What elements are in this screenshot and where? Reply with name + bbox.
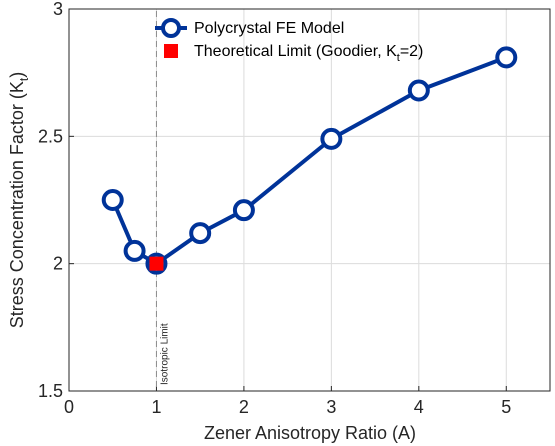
y-axis-title-subscript: t bbox=[17, 77, 31, 81]
x-tick-labels: 0 1 2 3 4 5 bbox=[64, 397, 511, 417]
annotations: Isotropic Limit bbox=[155, 11, 170, 391]
y-tick-label: 2 bbox=[53, 254, 63, 274]
x-tick-label: 0 bbox=[64, 397, 74, 417]
y-axis-title: Stress Concentration Factor (Kt) bbox=[7, 72, 31, 328]
x-tick-label: 3 bbox=[326, 397, 336, 417]
x-tick-label: 5 bbox=[501, 397, 511, 417]
y-tick-labels: 1.5 2 2.5 3 bbox=[38, 0, 63, 401]
data-point-theoretical bbox=[149, 256, 164, 271]
y-axis-title-close: ) bbox=[7, 72, 27, 78]
legend-label-fe-model: Polycrystal FE Model bbox=[194, 20, 344, 37]
legend: Polycrystal FE Model Theoretical Limit (… bbox=[155, 18, 423, 64]
isotropic-limit-label: Isotropic Limit bbox=[159, 323, 170, 385]
data-point-fe-model bbox=[232, 199, 255, 222]
y-tick-label: 2.5 bbox=[38, 126, 63, 146]
x-tick-label: 2 bbox=[239, 397, 249, 417]
series-line-fe-model bbox=[110, 55, 507, 266]
y-tick-label: 1.5 bbox=[38, 381, 63, 401]
legend-label-theoretical: Theoretical Limit (Goodier, Kt=2) bbox=[194, 43, 423, 64]
legend-marker-theoretical bbox=[164, 44, 178, 58]
data-point-fe-model bbox=[495, 46, 518, 69]
data-point-fe-model bbox=[101, 189, 124, 211]
data-point-fe-model bbox=[189, 222, 212, 245]
series bbox=[101, 46, 518, 275]
data-point-fe-model bbox=[407, 79, 430, 102]
legend-label-theoretical-subscript: t bbox=[397, 52, 400, 64]
x-axis-title: Zener Anisotropy Ratio (A) bbox=[204, 423, 416, 443]
data-point-fe-model bbox=[123, 239, 146, 262]
x-tick-label: 1 bbox=[151, 397, 161, 417]
plot-area bbox=[68, 8, 551, 392]
legend-marker-fe-model bbox=[161, 18, 181, 38]
legend-label-theoretical-close: =2) bbox=[400, 43, 424, 60]
y-tick-label: 3 bbox=[53, 0, 63, 19]
x-tick-label: 4 bbox=[414, 397, 424, 417]
data-point-fe-model bbox=[320, 127, 343, 150]
